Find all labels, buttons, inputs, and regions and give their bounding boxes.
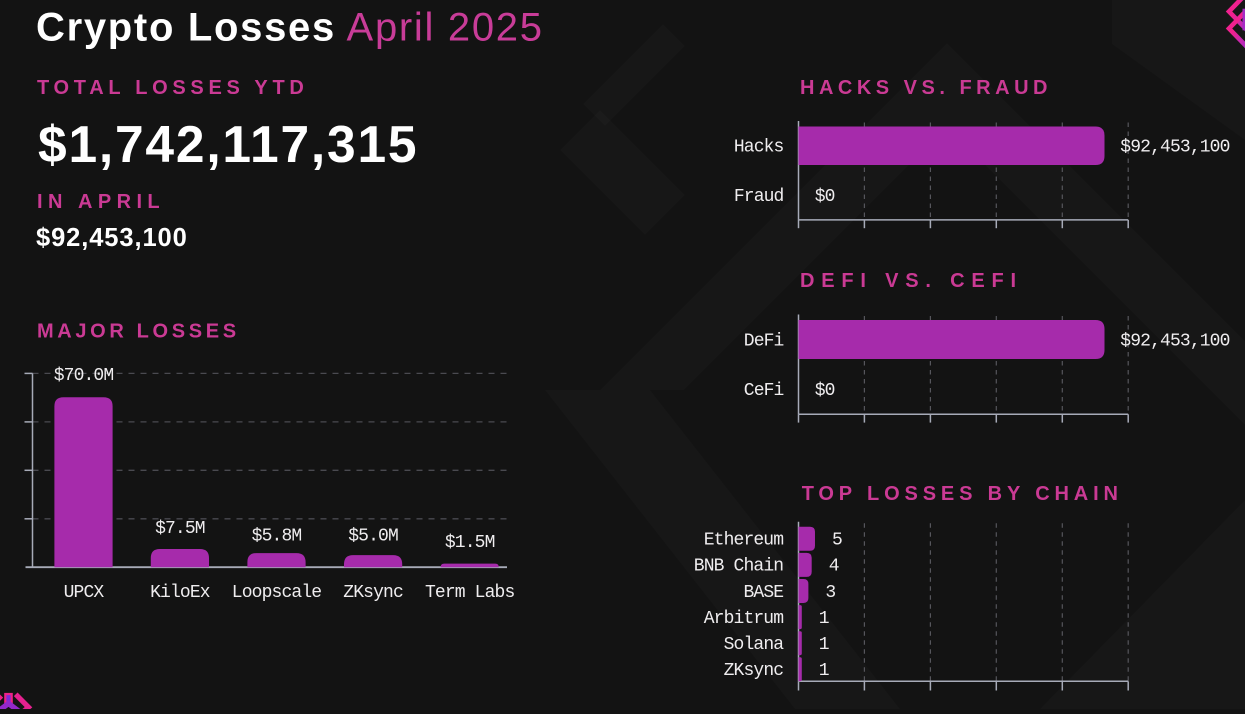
svg-text:4: 4: [829, 557, 839, 577]
svg-text:Crypto Losses April 2025: Crypto Losses April 2025: [36, 5, 544, 49]
svg-text:$70.0M: $70.0M: [54, 366, 114, 386]
svg-text:$5.8M: $5.8M: [252, 527, 302, 547]
svg-text:1: 1: [819, 661, 829, 681]
svg-text:$5.0M: $5.0M: [348, 527, 398, 547]
svg-text:$0: $0: [815, 381, 835, 401]
svg-text:HACKS VS. FRAUD: HACKS VS. FRAUD: [800, 77, 1052, 99]
svg-text:1: 1: [819, 635, 829, 655]
svg-text:TOP LOSSES BY CHAIN: TOP LOSSES BY CHAIN: [802, 483, 1123, 505]
svg-text:Arbitrum: Arbitrum: [704, 609, 784, 629]
svg-text:MAJOR LOSSES: MAJOR LOSSES: [37, 321, 240, 343]
svg-text:$1.5M: $1.5M: [445, 533, 495, 553]
svg-text:$92,453,100: $92,453,100: [1120, 138, 1229, 158]
svg-text:Term Labs: Term Labs: [425, 583, 514, 603]
svg-text:$1,742,117,315: $1,742,117,315: [38, 115, 418, 173]
svg-text:Loopscale: Loopscale: [232, 583, 321, 603]
svg-text:TOTAL LOSSES YTD: TOTAL LOSSES YTD: [37, 77, 309, 99]
svg-text:DEFI VS. CEFI: DEFI VS. CEFI: [800, 270, 1023, 292]
svg-text:BASE: BASE: [743, 583, 783, 603]
svg-text:CeFi: CeFi: [744, 381, 784, 401]
svg-text:5: 5: [832, 531, 842, 551]
svg-text:IN APRIL: IN APRIL: [37, 191, 165, 213]
svg-text:ZKsync: ZKsync: [343, 583, 403, 603]
svg-text:$92,453,100: $92,453,100: [1120, 331, 1229, 351]
svg-text:$7.5M: $7.5M: [155, 519, 205, 539]
svg-text:BNB Chain: BNB Chain: [694, 557, 783, 577]
svg-text:$92,453,100: $92,453,100: [36, 224, 188, 252]
svg-text:Solana: Solana: [724, 635, 785, 655]
svg-text:3: 3: [825, 583, 835, 603]
svg-text:ZKsync: ZKsync: [724, 661, 784, 681]
svg-text:KiloEx: KiloEx: [150, 583, 210, 603]
svg-text:UPCX: UPCX: [64, 583, 105, 603]
svg-text:DeFi: DeFi: [744, 331, 784, 351]
svg-text:Fraud: Fraud: [734, 187, 784, 207]
svg-text:1: 1: [819, 609, 829, 629]
svg-text:Hacks: Hacks: [734, 138, 784, 158]
svg-text:$0: $0: [815, 187, 835, 207]
svg-text:Ethereum: Ethereum: [704, 531, 784, 551]
